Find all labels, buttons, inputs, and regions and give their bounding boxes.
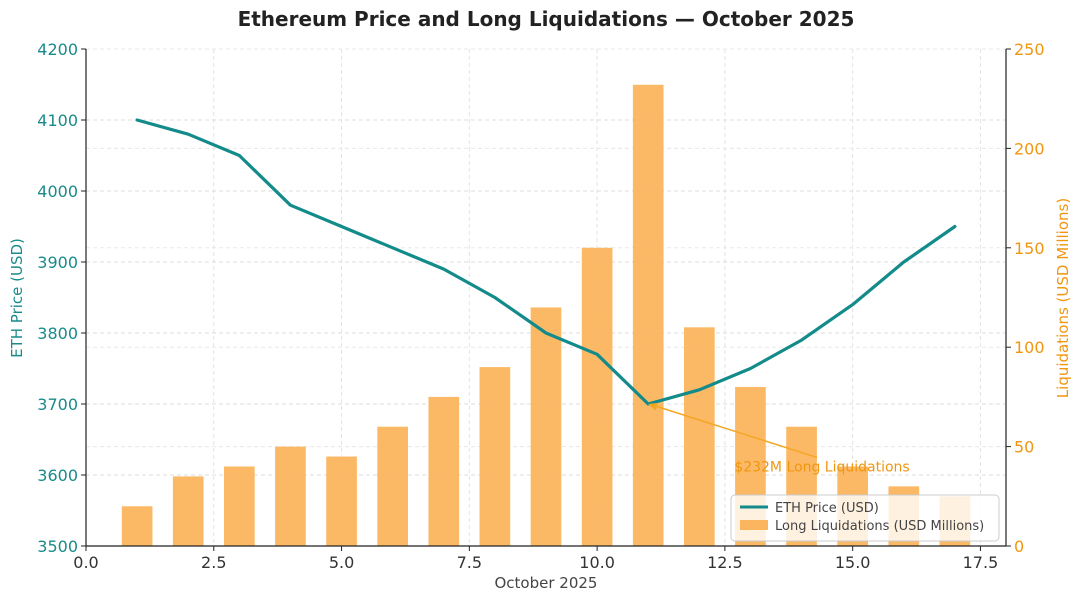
- y-right-tick-label: 150: [1014, 239, 1045, 258]
- liquidation-bar: [326, 456, 357, 546]
- y-left-tick-label: 4200: [37, 40, 78, 59]
- legend: ETH Price (USD) Long Liquidations (USD M…: [730, 494, 1000, 542]
- x-tick-label: 17.5: [963, 553, 999, 572]
- liquidation-bar: [224, 466, 255, 546]
- y-right-tick-label: 200: [1014, 139, 1045, 158]
- liquidation-bar: [121, 506, 153, 546]
- y-right-tick-label: 50: [1014, 438, 1034, 457]
- chart-title: Ethereum Price and Long Liquidations — O…: [238, 7, 855, 31]
- liquidation-bar: [684, 327, 715, 546]
- y-right-tick-label: 100: [1014, 338, 1045, 357]
- x-tick-label: 10.0: [579, 553, 615, 572]
- liquidation-bar: [275, 446, 306, 546]
- x-tick-label: 15.0: [835, 553, 871, 572]
- x-tick-label: 5.0: [329, 553, 354, 572]
- x-axis-label: October 2025: [495, 574, 598, 592]
- y-left-tick-label: 3700: [37, 395, 78, 414]
- legend-box: [730, 494, 1000, 542]
- x-tick-label: 7.5: [457, 553, 482, 572]
- tick-labels: 0.0 2.5 5.0 7.5 10.0 12.5 15.0 17.5 3500 3600 3700…: [37, 40, 1044, 572]
- line-series: [135, 118, 957, 406]
- annotation-text: $232M Long Liquidations: [734, 459, 909, 475]
- liquidation-bar: [479, 367, 511, 546]
- axes: [81, 48, 1011, 551]
- y-left-tick-label: 4100: [37, 111, 78, 130]
- y-left-tick-label: 3500: [37, 537, 78, 556]
- legend-bar-label: Long Liquidations (USD Millions): [775, 519, 984, 534]
- liquidation-bar: [377, 426, 408, 546]
- liquidation-bar: [428, 396, 460, 546]
- y-axis-right-label: Liquidations (USD Millions): [1054, 198, 1072, 398]
- liquidation-bar: [172, 476, 204, 546]
- y-right-tick-label: 0: [1014, 537, 1024, 556]
- y-left-tick-label: 3800: [37, 324, 78, 343]
- y-left-tick-label: 3600: [37, 466, 78, 485]
- liquidation-bar: [530, 307, 562, 546]
- y-axis-left-label: ETH Price (USD): [8, 238, 26, 358]
- annotation: $232M Long Liquidations: [648, 402, 910, 475]
- x-tick-label: 0.0: [73, 553, 98, 572]
- annotation-arrowhead: [648, 402, 659, 411]
- legend-bar-swatch: [740, 520, 768, 530]
- x-tick-label: 12.5: [707, 553, 743, 572]
- legend-line-label: ETH Price (USD): [775, 501, 879, 516]
- y-right-tick-label: 250: [1014, 40, 1045, 59]
- y-left-tick-label: 4000: [37, 182, 78, 201]
- annotation-arrow: [651, 404, 818, 459]
- x-tick-label: 2.5: [201, 553, 226, 572]
- liquidation-bar: [632, 84, 664, 546]
- y-left-tick-label: 3900: [37, 253, 78, 272]
- liquidation-bar: [581, 247, 613, 547]
